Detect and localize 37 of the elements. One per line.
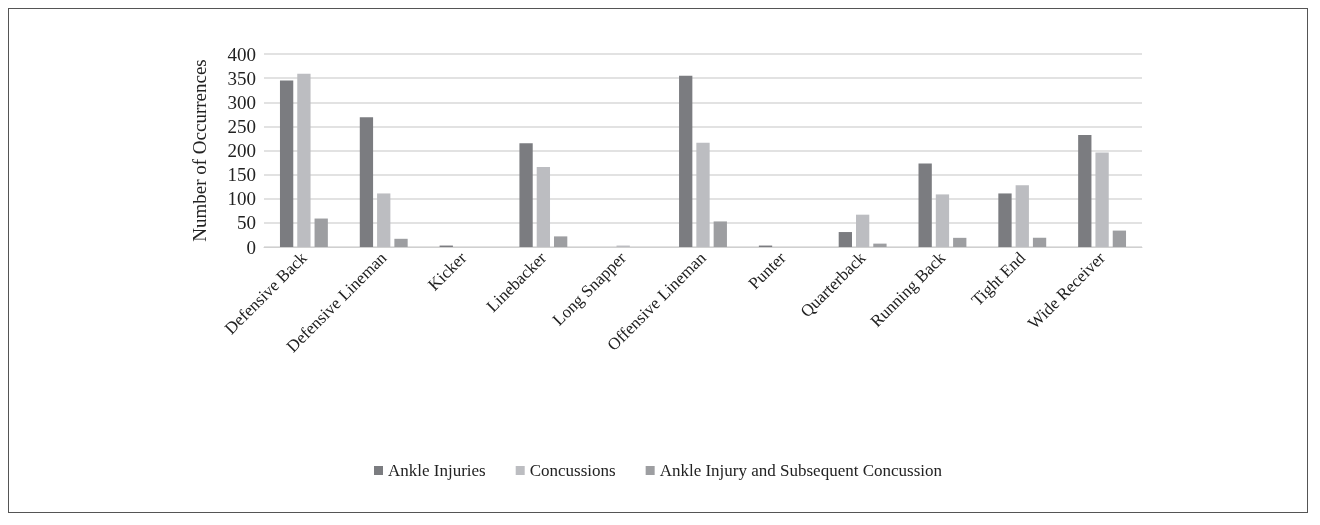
y-tick-label: 100 — [227, 188, 256, 210]
bar — [713, 221, 727, 247]
bar — [873, 243, 887, 247]
y-tick-label: 0 — [246, 236, 256, 258]
bar — [297, 73, 311, 247]
bar — [554, 236, 568, 247]
y-tick-label: 150 — [227, 164, 256, 186]
bar — [918, 163, 932, 247]
bar — [1015, 185, 1029, 247]
bar — [359, 117, 374, 247]
bar — [519, 143, 533, 247]
y-tick-label: 50 — [237, 212, 256, 234]
y-axis-title: Number of Occurrences — [189, 59, 210, 242]
y-tick-label: 400 — [227, 43, 256, 65]
y-tick-label: 300 — [227, 91, 256, 113]
bar — [696, 142, 710, 247]
bar — [855, 214, 870, 247]
bar — [279, 80, 294, 247]
bar — [377, 193, 391, 247]
legend-label: Ankle Injuries — [387, 461, 486, 480]
bar — [838, 232, 852, 247]
bar — [536, 166, 551, 247]
y-tick-label: 350 — [227, 67, 256, 89]
bar — [935, 194, 950, 247]
legend-label: Concussions — [529, 461, 616, 480]
legend-label: Ankle Injury and Subsequent Concussion — [659, 461, 943, 480]
y-tick-label: 250 — [227, 115, 256, 137]
bar — [679, 75, 693, 247]
bar — [1078, 135, 1092, 247]
bar — [998, 193, 1012, 247]
bar — [1112, 230, 1127, 247]
bar — [953, 237, 967, 247]
bar — [1032, 237, 1047, 247]
y-tick-label: 200 — [227, 140, 256, 161]
bar — [1095, 152, 1109, 247]
bar — [394, 238, 408, 247]
bar — [314, 218, 328, 247]
